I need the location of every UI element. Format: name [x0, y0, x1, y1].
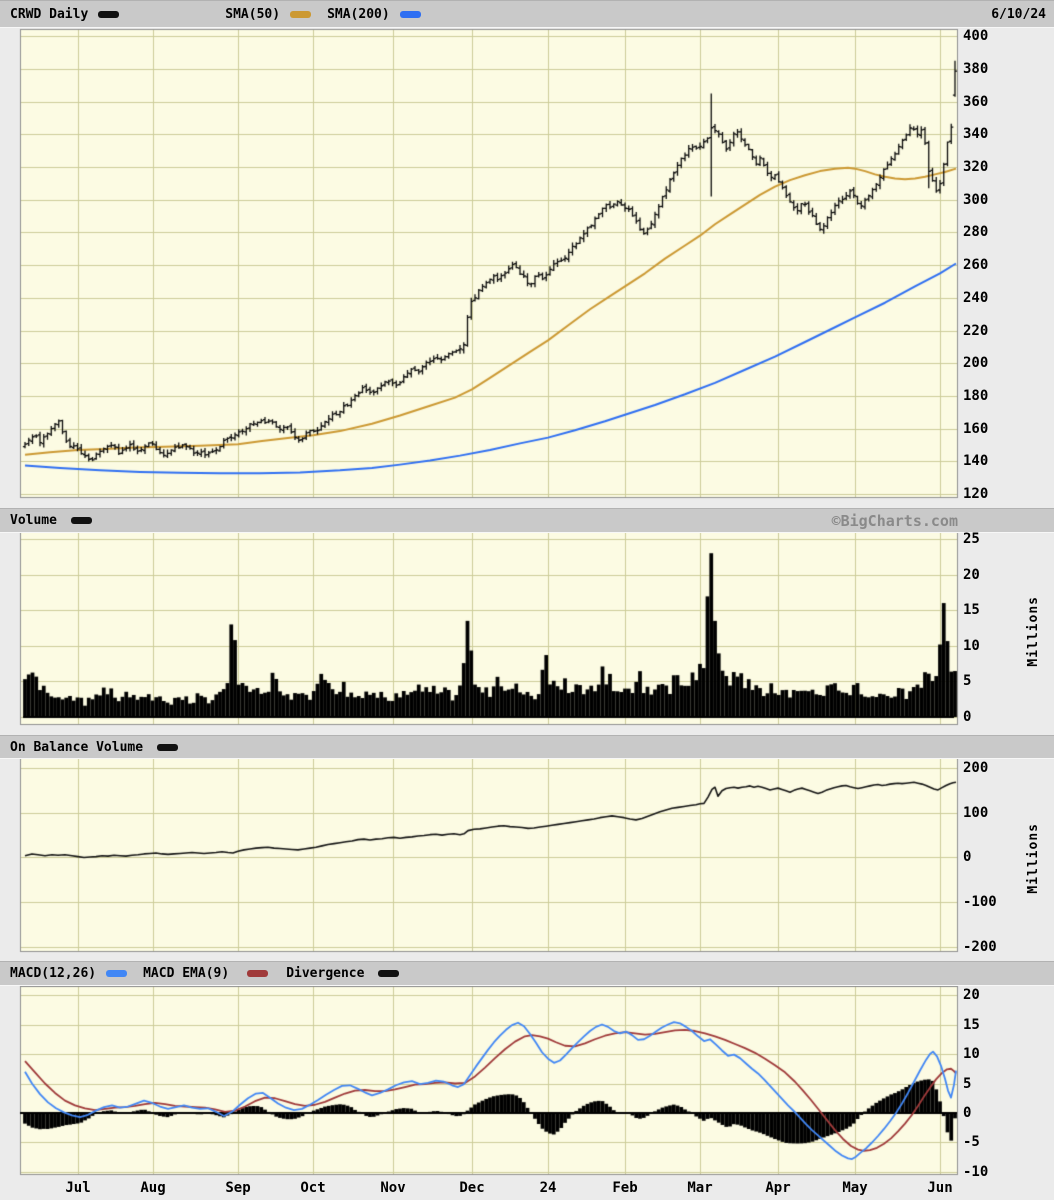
volume-swatch-icon	[70, 517, 92, 524]
macd-ema-label: MACD EMA(9)	[143, 966, 230, 981]
volume-label: Volume	[10, 513, 57, 528]
volume-unit-label: Millions	[1026, 595, 1041, 667]
volume-axis-tick: 5	[963, 673, 972, 690]
sma200-swatch-icon	[399, 10, 421, 18]
macd-label: MACD(12,26)	[10, 966, 97, 981]
price-axis-tick: 200	[963, 355, 989, 372]
macd-axis-tick: 0	[963, 1105, 972, 1121]
sma200-label: SMA(200)	[327, 6, 390, 22]
month-label-may: May	[842, 1180, 868, 1196]
obv-label: On Balance Volume	[10, 739, 144, 755]
divergence-swatch-icon	[378, 970, 400, 977]
volume-axis-tick: 0	[963, 709, 972, 726]
price-axis-tick: 220	[963, 322, 989, 339]
obv-axis-tick: 100	[963, 804, 989, 821]
volume-axis-tick: 10	[963, 637, 980, 654]
month-label-jul: Jul	[65, 1180, 91, 1196]
price-series-swatch-icon	[98, 10, 120, 18]
price-axis-tick: 380	[963, 60, 989, 77]
price-axis-tick: 340	[963, 126, 989, 143]
volume-axis-tick: 15	[963, 602, 980, 619]
price-axis-tick: 400	[963, 28, 989, 45]
price-axis-tick: 300	[963, 191, 989, 208]
price-axis-tick: 180	[963, 387, 989, 404]
volume-header-bar: Volume ©BigCharts.com	[0, 508, 1054, 533]
obv-axis-tick: -100	[963, 894, 997, 911]
obv-axis-tick: 200	[963, 759, 989, 776]
price-axis-tick: 120	[963, 486, 989, 503]
month-label-jun: Jun	[927, 1180, 953, 1196]
macd-axis-tick: 20	[963, 987, 980, 1004]
month-label-oct: Oct	[300, 1180, 326, 1196]
obv-swatch-icon	[157, 743, 179, 751]
price-axis-tick: 240	[963, 289, 989, 306]
price-axis-tick: 260	[963, 257, 989, 274]
macd-header-bar: MACD(12,26) MACD EMA(9) Divergence	[0, 961, 1054, 986]
volume-axis-tick: 25	[963, 530, 980, 547]
price-axis-tick: 320	[963, 159, 989, 175]
month-label-nov: Nov	[380, 1180, 406, 1196]
obv-header-bar: On Balance Volume	[0, 735, 1054, 759]
obv-unit-label: Millions	[1026, 822, 1041, 894]
macd-axis-tick: 5	[963, 1075, 972, 1092]
price-axis-tick: 280	[963, 224, 989, 241]
macd-swatch-icon	[106, 970, 128, 977]
sma50-label: SMA(50)	[225, 6, 281, 22]
macd-axis-tick: 15	[963, 1016, 980, 1033]
month-label-mar: Mar	[687, 1180, 713, 1196]
price-header-bar: CRWD Daily SMA(50) SMA(200) 6/10/24	[0, 0, 1054, 28]
volume-axis-tick: 20	[963, 566, 980, 583]
macd-axis-tick: -10	[963, 1163, 989, 1180]
price-axis-tick: 140	[963, 453, 989, 470]
sma50-swatch-icon	[290, 10, 312, 18]
month-label-feb: Feb	[612, 1180, 638, 1196]
obv-axis-tick: 0	[963, 849, 972, 866]
chart-date: 6/10/24	[991, 6, 1046, 22]
macd-axis-tick: -5	[963, 1134, 980, 1151]
month-label-apr: Apr	[765, 1180, 791, 1196]
month-label-dec: Dec	[459, 1180, 485, 1196]
price-axis-tick: 160	[963, 420, 989, 437]
price-axis-tick: 360	[963, 93, 989, 110]
macd-axis-tick: 10	[963, 1046, 980, 1062]
month-label-24: 24	[539, 1180, 557, 1196]
month-label-aug: Aug	[140, 1180, 166, 1196]
symbol-series-label: CRWD Daily	[10, 6, 89, 22]
macd-ema-swatch-icon	[247, 970, 269, 977]
month-label-sep: Sep	[225, 1180, 251, 1196]
bigcharts-copyright: ©BigCharts.com	[831, 511, 958, 530]
obv-axis-tick: -200	[963, 939, 997, 956]
divergence-label: Divergence	[286, 966, 365, 981]
